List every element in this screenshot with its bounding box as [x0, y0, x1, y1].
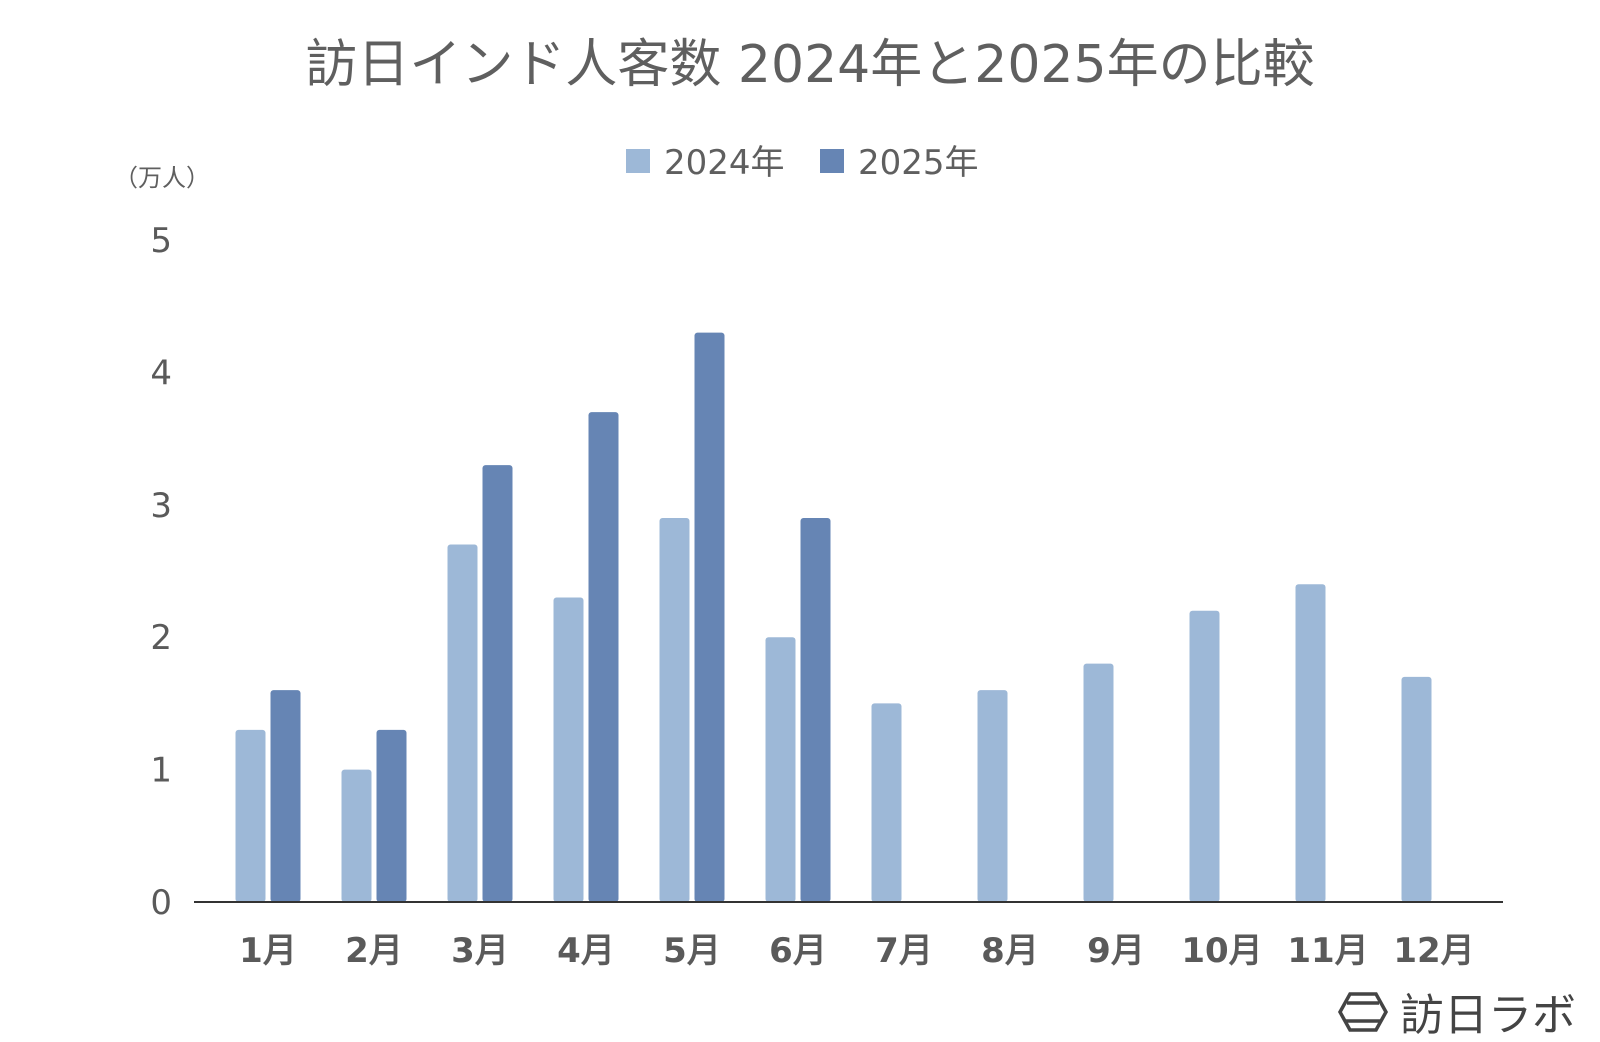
bar-2025-5 [694, 332, 725, 902]
bar-2024-5 [659, 518, 690, 902]
brand-logo: 訪日ラボ [1337, 990, 1576, 1041]
y-tick-label: 3 [150, 486, 172, 526]
y-tick-label: 1 [150, 751, 172, 791]
bar-2024-8 [977, 690, 1008, 902]
y-tick-label: 2 [150, 618, 172, 658]
legend-label-2025: 2025年 [858, 143, 979, 183]
legend-swatch-2024 [626, 149, 650, 173]
x-tick-label: 10月 [1181, 931, 1262, 971]
bar-2024-10 [1189, 610, 1220, 902]
bar-2024-7 [871, 703, 902, 902]
bar-2025-4 [588, 412, 619, 902]
bar-2024-3 [447, 544, 478, 902]
bar-2024-9 [1083, 663, 1114, 902]
brand-name: 訪日ラボ [1400, 990, 1576, 1041]
x-tick-label: 6月 [769, 931, 827, 971]
bar-2024-1 [235, 729, 266, 902]
x-tick-label: 3月 [451, 931, 509, 971]
legend: 2024年 2025年 [626, 143, 979, 183]
bar-2025-3 [482, 465, 513, 902]
y-axis-ticks: 0 1 2 3 4 5 [150, 221, 172, 923]
bar-2025-6 [800, 518, 831, 902]
bar-2025-2 [376, 729, 407, 902]
x-tick-label: 4月 [557, 931, 615, 971]
bars [235, 332, 1432, 902]
x-tick-label: 1月 [239, 931, 297, 971]
x-tick-label: 8月 [981, 931, 1039, 971]
y-axis-unit-label: （万人） [114, 164, 210, 192]
chart-title: 訪日インド人客数 2024年と2025年の比較 [305, 35, 1314, 95]
x-tick-label: 5月 [663, 931, 721, 971]
x-tick-label: 12月 [1393, 931, 1474, 971]
bar-2024-6 [765, 637, 796, 902]
hexagon-logo-icon [1337, 992, 1389, 1032]
x-tick-label: 11月 [1287, 931, 1368, 971]
y-tick-label: 5 [150, 221, 172, 261]
x-tick-label: 9月 [1087, 931, 1145, 971]
legend-label-2024: 2024年 [664, 143, 785, 183]
x-tick-label: 2月 [345, 931, 403, 971]
x-tick-label: 7月 [875, 931, 933, 971]
legend-swatch-2025 [820, 149, 844, 173]
bar-2025-1 [270, 690, 301, 902]
y-tick-label: 4 [150, 353, 172, 393]
bar-2024-12 [1401, 676, 1432, 902]
bar-2024-2 [341, 769, 372, 902]
bar-2024-4 [553, 597, 584, 902]
x-axis-ticks: 1月 2月 3月 4月 5月 6月 7月 8月 9月 10月 11月 12月 [239, 931, 1475, 971]
y-tick-label: 0 [150, 883, 172, 923]
bar-2024-11 [1295, 584, 1326, 902]
